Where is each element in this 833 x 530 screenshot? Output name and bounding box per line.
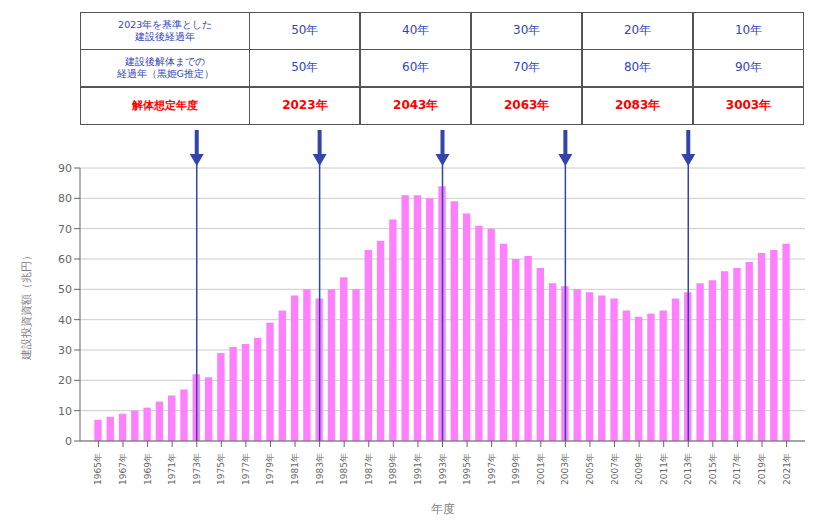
svg-text:0: 0	[65, 435, 72, 448]
html-text:60年: 60年	[402, 60, 430, 75]
html-text:30年: 30年	[513, 23, 541, 38]
svg-text:1975年: 1975年	[216, 453, 226, 485]
html-text:10年: 10年	[734, 23, 763, 38]
html-text:2023年: 2023年	[282, 98, 328, 113]
svg-text:70: 70	[58, 223, 72, 236]
svg-text:10: 10	[58, 405, 72, 418]
svg-text:1973年: 1973年	[192, 453, 202, 485]
svg-text:建設投資資額（兆円）: 建設投資資額（兆円）	[20, 250, 33, 361]
svg-text:1979年: 1979年	[265, 453, 275, 485]
svg-text:90: 90	[58, 162, 72, 175]
html-text:建設後解体までの 経過年（黒姫G推定）: 建設後解体までの 経過年（黒姫G推定）	[116, 55, 214, 79]
html-text:解体想定年度: 解体想定年度	[132, 98, 199, 112]
svg-text:2015年: 2015年	[708, 453, 718, 485]
html-text:2063年: 2063年	[504, 98, 550, 113]
svg-text:1993年: 1993年	[438, 453, 448, 485]
svg-text:1971年: 1971年	[167, 453, 177, 485]
svg-text:2007年: 2007年	[610, 453, 620, 485]
html-text:2083年: 2083年	[614, 98, 661, 113]
svg-text:40: 40	[58, 314, 72, 327]
html-text:20年: 20年	[624, 23, 652, 38]
svg-text:1967年: 1967年	[118, 453, 128, 485]
svg-text:20: 20	[58, 374, 72, 387]
svg-text:2021年: 2021年	[782, 453, 792, 485]
svg-text:1981年: 1981年	[290, 453, 300, 485]
svg-text:2011年: 2011年	[659, 453, 669, 485]
svg-text:1999年: 1999年	[511, 453, 521, 485]
svg-text:1997年: 1997年	[487, 453, 497, 485]
svg-text:年度: 年度	[431, 502, 455, 516]
html-text:2043年: 2043年	[393, 98, 439, 113]
svg-text:1989年: 1989年	[388, 453, 398, 485]
svg-text:1977年: 1977年	[241, 453, 251, 485]
html-text:80年: 80年	[624, 60, 652, 75]
html-text:2023年を基準とした 建設後経過年: 2023年を基準とした 建設後経過年	[118, 18, 213, 42]
svg-text:1969年: 1969年	[143, 453, 153, 485]
html-text:40年: 40年	[402, 23, 430, 38]
svg-text:2005年: 2005年	[585, 453, 595, 485]
svg-text:1985年: 1985年	[339, 453, 349, 485]
svg-text:1987年: 1987年	[364, 453, 374, 485]
html-text:50年: 50年	[291, 60, 319, 75]
html-text:3003年: 3003年	[725, 98, 772, 113]
svg-text:30: 30	[58, 344, 72, 357]
svg-text:1983年: 1983年	[315, 453, 325, 485]
svg-text:60: 60	[58, 253, 72, 266]
html-text:70年: 70年	[513, 60, 541, 75]
svg-text:2013年: 2013年	[683, 453, 693, 485]
svg-text:1991年: 1991年	[413, 453, 423, 485]
svg-text:80: 80	[58, 192, 72, 205]
svg-text:2001年: 2001年	[536, 453, 546, 485]
svg-text:1995年: 1995年	[462, 453, 472, 485]
svg-text:2019年: 2019年	[757, 453, 767, 485]
svg-text:2009年: 2009年	[634, 453, 644, 485]
svg-text:2017年: 2017年	[732, 453, 742, 485]
svg-text:50: 50	[58, 283, 72, 296]
svg-text:1965年: 1965年	[93, 453, 103, 485]
html-text:50年: 50年	[291, 23, 319, 38]
html-text:90年: 90年	[734, 60, 763, 75]
svg-text:2003年: 2003年	[560, 453, 570, 485]
